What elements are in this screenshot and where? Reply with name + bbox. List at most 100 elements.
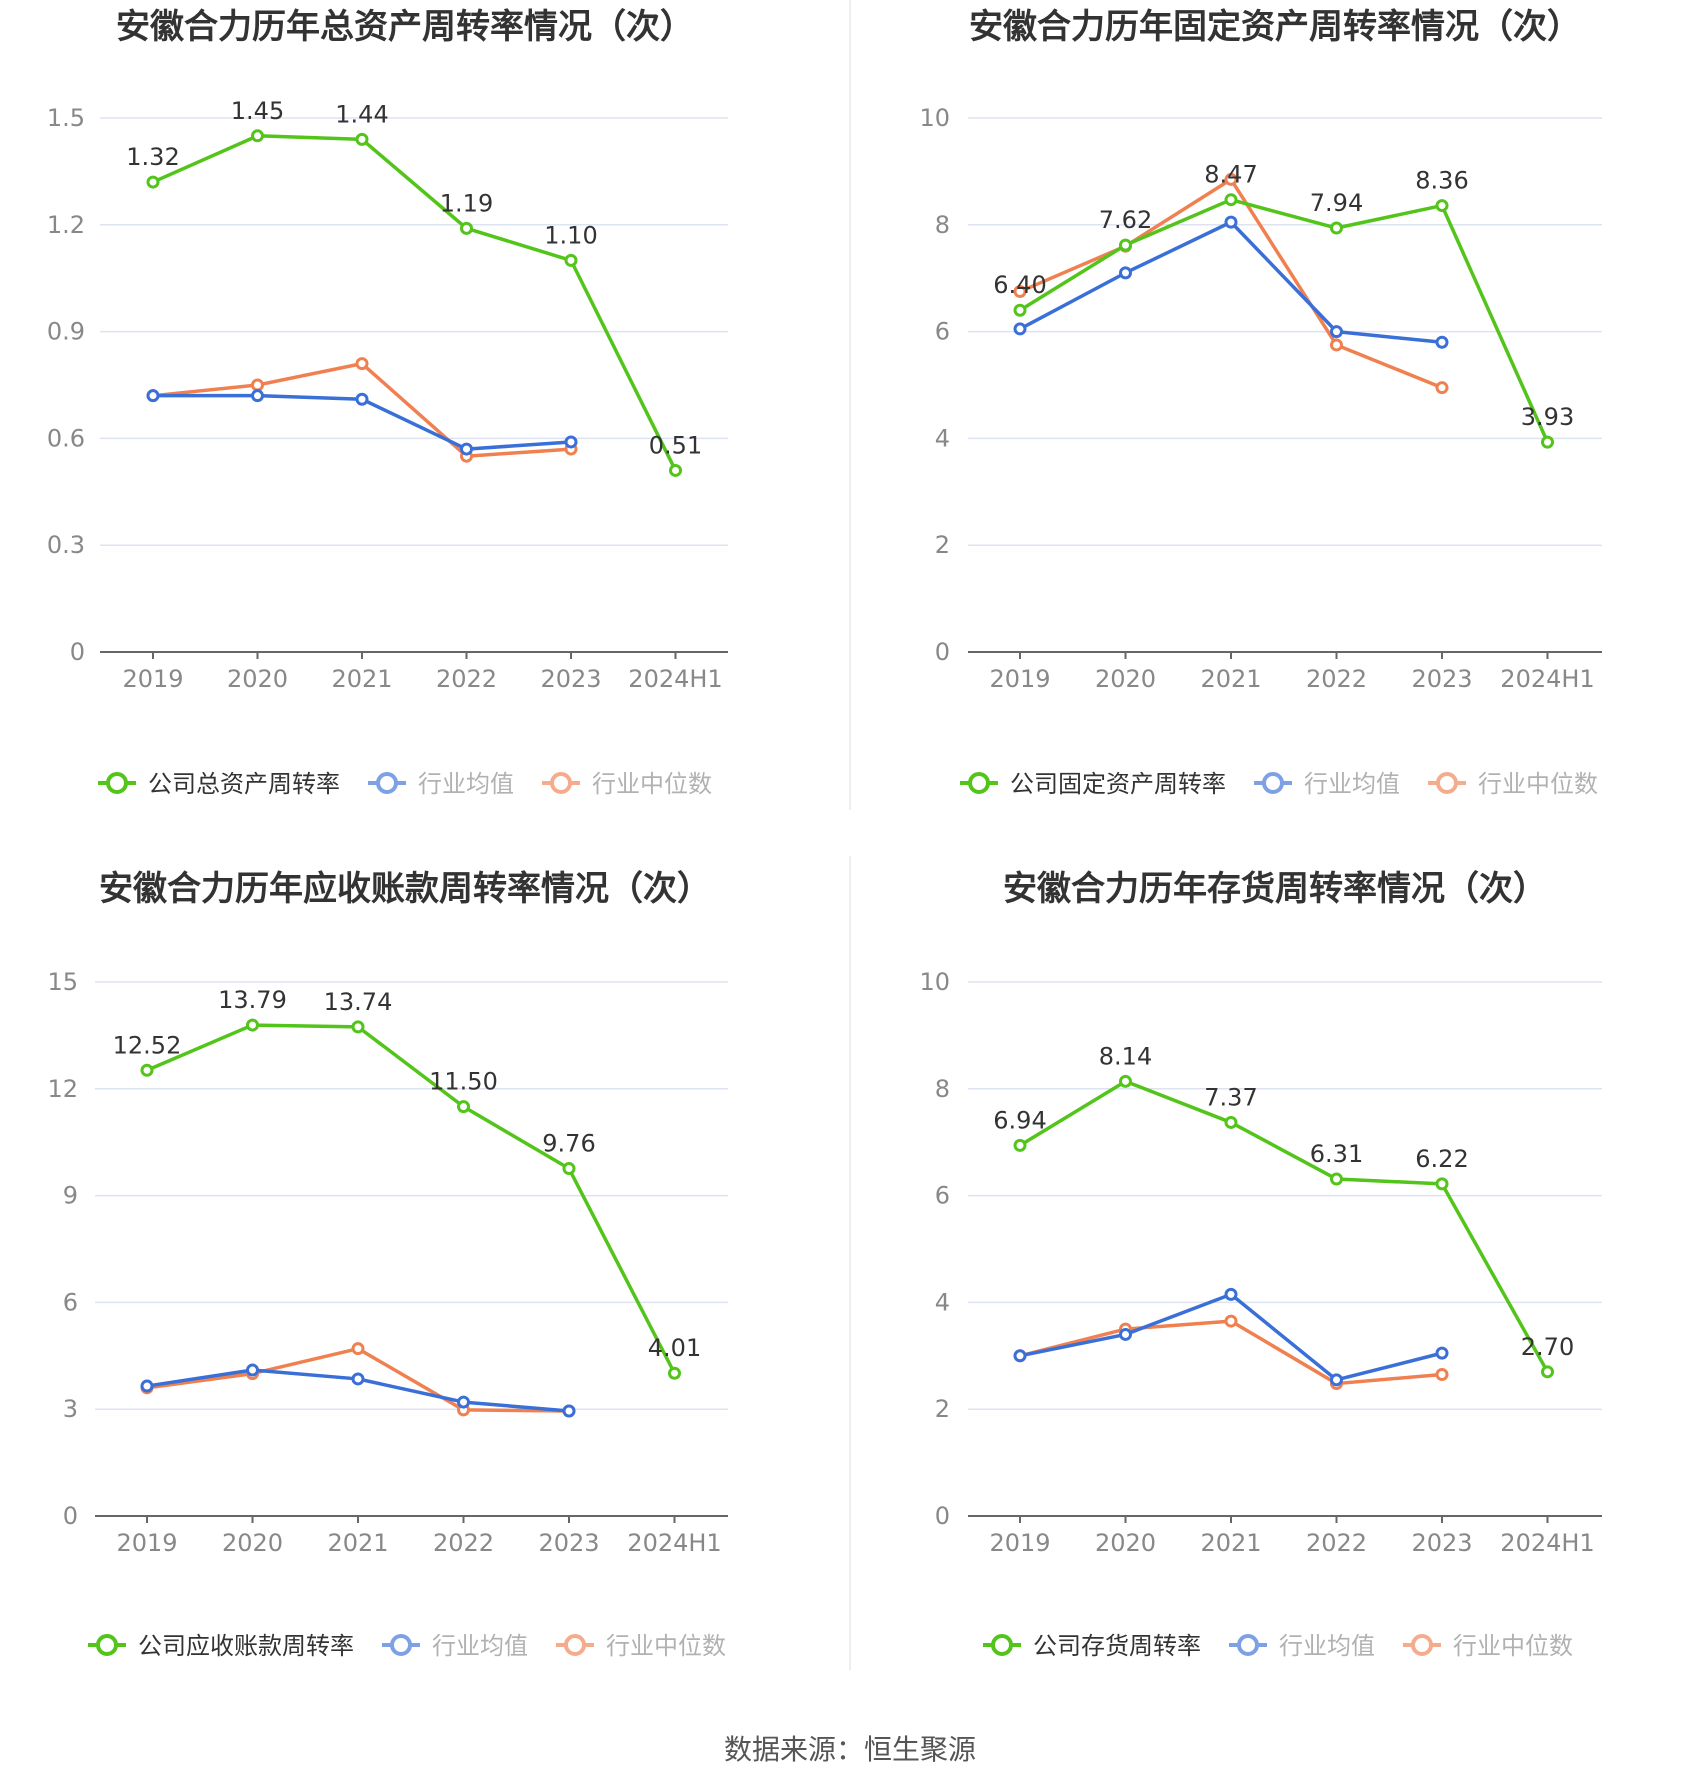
x-tick-label: 2020 <box>1095 1529 1156 1557</box>
y-tick-label: 8 <box>935 1075 950 1103</box>
data-label: 7.37 <box>1204 1083 1257 1111</box>
data-label: 1.10 <box>544 221 597 249</box>
legend-item-company[interactable]: 公司总资产周转率 <box>98 770 340 798</box>
legend-item-industry_median[interactable]: 行业中位数 <box>556 1632 726 1660</box>
chart-4: 安徽合力历年存货周转率情况（次） 0 2 4 6 8 10 2019 2020 2021 2022 2… <box>919 869 1602 1660</box>
vertical-divider-bottom <box>849 856 851 1670</box>
y-tick-label: 15 <box>47 968 78 996</box>
chart-title: 安徽合力历年总资产周转率情况（次） <box>116 7 694 47</box>
legend-marker-icon <box>1411 1634 1433 1656</box>
legend-item-company[interactable]: 公司固定资产周转率 <box>960 770 1226 798</box>
x-tick-label: 2022 <box>433 1529 494 1557</box>
legend-item-industry_avg[interactable]: 行业均值 <box>1254 770 1400 798</box>
chart-title: 安徽合力历年存货周转率情况（次） <box>1003 869 1547 909</box>
data-point-industry_avg <box>1013 322 1027 336</box>
data-point-industry_avg <box>1013 1349 1027 1363</box>
x-tick-label: 2022 <box>436 665 497 693</box>
data-source-note: 数据来源：恒生聚源 <box>723 1733 976 1766</box>
legend-label: 行业均值 <box>432 1632 528 1660</box>
data-point-industry_median <box>1330 338 1343 352</box>
y-tick-label: 2 <box>935 1395 950 1423</box>
data-point-company <box>1435 1177 1449 1191</box>
y-tick-label: 3 <box>63 1395 78 1423</box>
series-line-industry_avg <box>1019 1292 1443 1382</box>
data-point-industry_avg <box>564 435 578 449</box>
series-line-company <box>1019 1079 1550 1373</box>
y-tick-label: 8 <box>935 211 950 239</box>
y-tick-label: 0 <box>70 638 85 666</box>
y-tick-label: 0 <box>935 1502 950 1530</box>
data-label: 12.52 <box>113 1031 182 1059</box>
data-point-industry_avg <box>1119 266 1132 280</box>
legend-marker-icon <box>390 1634 412 1656</box>
legend-item-industry_avg[interactable]: 行业均值 <box>368 770 514 798</box>
x-tick-label: 2021 <box>1200 1529 1261 1557</box>
data-point-company <box>1330 1172 1343 1186</box>
y-tick-label: 4 <box>935 1288 950 1316</box>
data-point-company <box>1541 1365 1554 1379</box>
y-tick-label: 1.5 <box>47 104 85 132</box>
legend-item-industry_median[interactable]: 行业中位数 <box>542 770 712 798</box>
data-label: 6.94 <box>993 1106 1046 1134</box>
data-point-industry_avg <box>1330 1373 1343 1387</box>
legend-marker-icon <box>376 772 398 794</box>
data-point-company <box>564 253 578 267</box>
data-point-industry_avg <box>460 442 473 456</box>
series-line-industry_median <box>1019 177 1443 390</box>
legend-item-industry_median[interactable]: 行业中位数 <box>1428 770 1598 798</box>
x-tick-label: 2019 <box>989 665 1050 693</box>
data-label: 1.44 <box>335 100 388 128</box>
chart-1: 安徽合力历年总资产周转率情况（次） 0 0.3 0.6 0.9 1.2 1.5 2019 202… <box>47 7 728 798</box>
legend-item-industry_avg[interactable]: 行业均值 <box>382 1632 528 1660</box>
data-point-industry_avg <box>140 1379 154 1393</box>
vertical-divider-top <box>849 0 851 810</box>
legend-label: 行业中位数 <box>1478 770 1598 798</box>
legend-label: 行业中位数 <box>1453 1632 1573 1660</box>
x-tick-label: 2024H1 <box>1500 665 1594 693</box>
legend-item-company[interactable]: 公司存货周转率 <box>983 1632 1201 1660</box>
data-point-company <box>146 175 160 189</box>
data-point-industry_avg <box>146 389 160 403</box>
data-label: 6.31 <box>1310 1140 1363 1168</box>
data-point-industry_avg <box>355 392 369 406</box>
y-tick-label: 2 <box>935 531 950 559</box>
series-line-company <box>146 1023 677 1375</box>
data-point-industry_avg <box>562 1404 576 1418</box>
x-tick-label: 2024H1 <box>627 1529 721 1557</box>
legend-label: 公司存货周转率 <box>1033 1632 1201 1660</box>
data-label: 0.51 <box>649 431 702 459</box>
data-point-industry_median <box>1224 172 1238 186</box>
legend-item-industry_median[interactable]: 行业中位数 <box>1403 1632 1573 1660</box>
data-label: 4.01 <box>648 1334 701 1362</box>
legend-item-industry_avg[interactable]: 行业均值 <box>1229 1632 1375 1660</box>
legend-marker-icon <box>96 1634 118 1656</box>
data-point-industry_avg <box>1224 215 1238 229</box>
data-point-industry_avg <box>1435 1346 1449 1360</box>
data-point-company <box>669 463 682 477</box>
y-tick-label: 0.9 <box>47 318 85 346</box>
x-tick-label: 2019 <box>116 1529 177 1557</box>
data-point-company <box>1013 303 1027 317</box>
data-label: 1.32 <box>126 143 179 171</box>
x-tick-label: 2020 <box>1095 665 1156 693</box>
data-point-company <box>1224 193 1238 207</box>
data-label: 8.36 <box>1415 167 1468 195</box>
x-tick-label: 2021 <box>327 1529 388 1557</box>
data-point-company <box>1119 1074 1132 1088</box>
data-point-industry_avg <box>1330 325 1343 339</box>
series-line-industry_median <box>1019 1319 1443 1386</box>
legend-marker-icon <box>1237 1634 1259 1656</box>
data-point-industry_median <box>1224 1314 1238 1328</box>
chart-title: 安徽合力历年固定资产周转率情况（次） <box>969 7 1581 47</box>
legend-item-company[interactable]: 公司应收账款周转率 <box>88 1632 354 1660</box>
data-point-industry_median <box>1435 1367 1449 1381</box>
data-point-company <box>1013 1138 1027 1152</box>
legend-label: 行业均值 <box>1279 1632 1375 1660</box>
y-tick-label: 6 <box>63 1288 78 1316</box>
x-tick-label: 2022 <box>1306 665 1367 693</box>
data-point-industry_median <box>1013 285 1027 299</box>
y-tick-label: 6 <box>935 1182 950 1210</box>
x-tick-label: 2019 <box>989 1529 1050 1557</box>
legend-marker-icon <box>991 1634 1013 1656</box>
